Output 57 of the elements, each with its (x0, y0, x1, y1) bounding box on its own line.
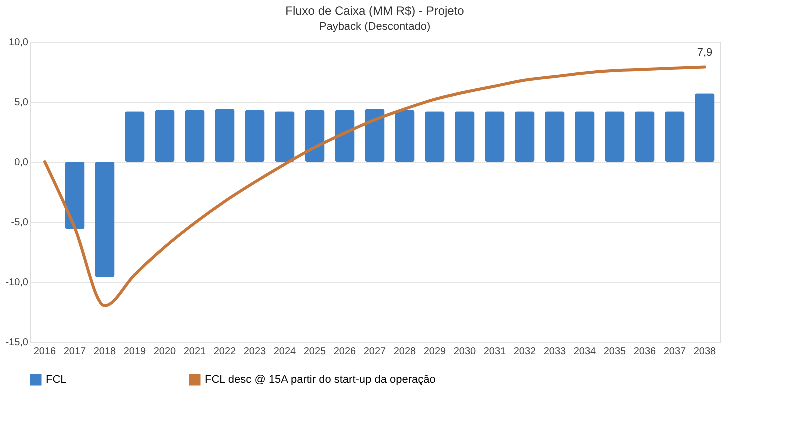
y-tick-label: 5,0 (14, 98, 29, 108)
text: Payback (Descontado) (319, 21, 431, 33)
y-tick-label: -10,0 (6, 278, 29, 288)
bar (485, 112, 505, 162)
x-tick-label: 2037 (664, 346, 687, 358)
x-tick-label: 2034 (574, 346, 597, 358)
bar (695, 94, 715, 162)
x-tick-label: 2016 (34, 346, 57, 358)
bar (275, 112, 295, 162)
line-series (44, 66, 706, 308)
bar (605, 112, 625, 162)
x-tick-label: 2026 (334, 346, 357, 358)
bar (545, 112, 565, 162)
bar (455, 112, 475, 162)
bar (665, 112, 685, 162)
x-tick-label: 2025 (304, 346, 327, 358)
x-tick-label: 2033 (544, 346, 567, 358)
x-tick-label: 2027 (364, 346, 387, 358)
y-tick-label: -5,0 (11, 218, 29, 228)
bar (335, 110, 355, 162)
x-tick-label: 2024 (274, 346, 297, 358)
bar (185, 110, 205, 162)
x-tick-label: 2029 (424, 346, 447, 358)
chart-title: Fluxo de Caixa (MM R$) - Projeto (286, 4, 465, 18)
bar (575, 112, 595, 162)
bar (65, 162, 85, 230)
x-tick-label: 2019 (124, 346, 147, 358)
bar (515, 112, 535, 162)
bar (635, 112, 655, 162)
bar (125, 112, 145, 162)
y-tick-label: -15,0 (6, 338, 29, 348)
x-tick-label: 2030 (454, 346, 477, 358)
legend-label: FCL (46, 374, 67, 386)
x-tick-label: 2032 (514, 346, 537, 358)
x-tick-label: 2018 (94, 346, 117, 358)
x-tick-label: 2017 (64, 346, 87, 358)
x-tick-label: 2021 (184, 346, 207, 358)
annotation: 7,9 (697, 47, 713, 60)
bar (365, 109, 385, 162)
x-tick-label: 2036 (634, 346, 657, 358)
legend-label: FCL desc @ 15A partir do start-up da operação (205, 374, 436, 386)
bar (155, 110, 175, 162)
x-tick-label: 2028 (394, 346, 417, 358)
bar (305, 110, 325, 162)
bar (425, 112, 445, 162)
x-tick-label: 2020 (154, 346, 177, 358)
bar (245, 110, 265, 162)
x-tick-label: 2022 (214, 346, 237, 358)
bar (95, 162, 115, 278)
x-tick-label: 2035 (604, 346, 627, 358)
x-tick-label: 2031 (484, 346, 507, 358)
x-tick-label: 2023 (244, 346, 267, 358)
bar (215, 109, 235, 162)
bar (395, 110, 415, 162)
y-tick-label: 0,0 (14, 158, 29, 168)
y-tick-label: 10,0 (9, 38, 29, 48)
x-tick-label: 2038 (694, 346, 717, 358)
